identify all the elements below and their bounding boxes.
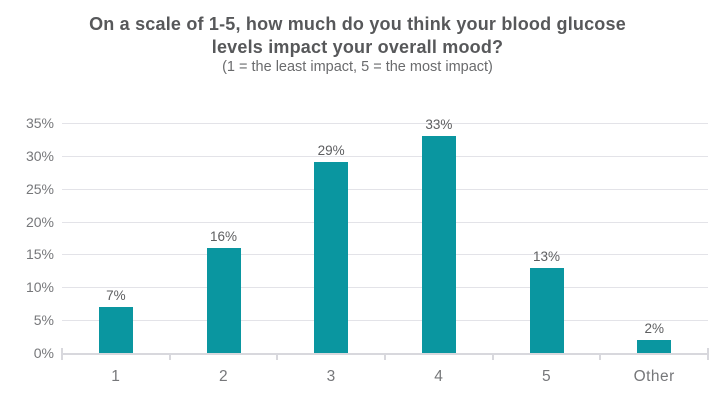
y-tick-label: 25%: [25, 180, 54, 197]
bar-value-label: 33%: [425, 117, 453, 133]
bar: [314, 162, 349, 353]
gridline: [62, 221, 708, 223]
x-tick-label: Other: [633, 368, 675, 385]
gridline: [62, 188, 708, 190]
x-tick-label: 4: [434, 368, 444, 385]
x-axis-labels: 1 2 3 4 5 Other: [62, 368, 708, 386]
bar-slots: 7% 16% 29% 33% 13% 2%: [62, 117, 708, 353]
gridline: [62, 287, 708, 289]
gridline: [62, 320, 708, 322]
gridline: [62, 123, 708, 124]
gridline: [62, 254, 708, 256]
bar: [98, 307, 133, 353]
axis-tick: [707, 348, 709, 360]
y-tick-label: 35%: [25, 115, 54, 131]
bar-value-label: 13%: [533, 248, 561, 264]
bar: [206, 247, 241, 353]
y-tick-label: 5%: [33, 312, 54, 329]
bar-value-label: 16%: [209, 228, 238, 244]
x-tick-label: 3: [326, 368, 336, 385]
chart-subtitle: (1 = the least impact, 5 = the most impa…: [222, 59, 493, 75]
bar-slot: 33%: [385, 117, 493, 353]
x-tick-label: 5: [541, 368, 552, 385]
gridline: [62, 155, 708, 157]
x-tick-label: 2: [218, 368, 229, 385]
x-tick-label: 1: [111, 368, 121, 385]
axis-tick: [61, 348, 63, 360]
chart-title: On a scale of 1-5, how much do you think…: [89, 14, 626, 58]
bar-slot: 29%: [277, 123, 385, 353]
bar: [637, 339, 672, 353]
y-tick-label: 30%: [25, 147, 54, 164]
bar-slot: 16%: [170, 123, 278, 353]
axis-tick: [599, 353, 602, 360]
axis-tick: [384, 353, 386, 360]
bar: [421, 136, 456, 353]
y-tick-label: 0%: [33, 345, 54, 361]
axis-tick: [168, 353, 171, 360]
plot-area: 7% 16% 29% 33% 13% 2%: [62, 117, 708, 355]
bar-slot: 7%: [62, 123, 170, 353]
bar-value-label: 29%: [317, 143, 345, 159]
bar: [529, 267, 564, 353]
bar-slot: 2%: [600, 123, 708, 353]
bar-value-label: 7%: [106, 288, 126, 303]
bar-slot: 13%: [493, 123, 601, 353]
y-tick-label: 20%: [25, 213, 54, 230]
bar-value-label: 2%: [644, 320, 664, 336]
axis-tick: [276, 353, 279, 360]
y-tick-label: 10%: [25, 279, 54, 296]
axis-tick: [491, 353, 494, 360]
y-tick-label: 15%: [25, 246, 54, 263]
x-axis-ticks: [61, 348, 709, 361]
